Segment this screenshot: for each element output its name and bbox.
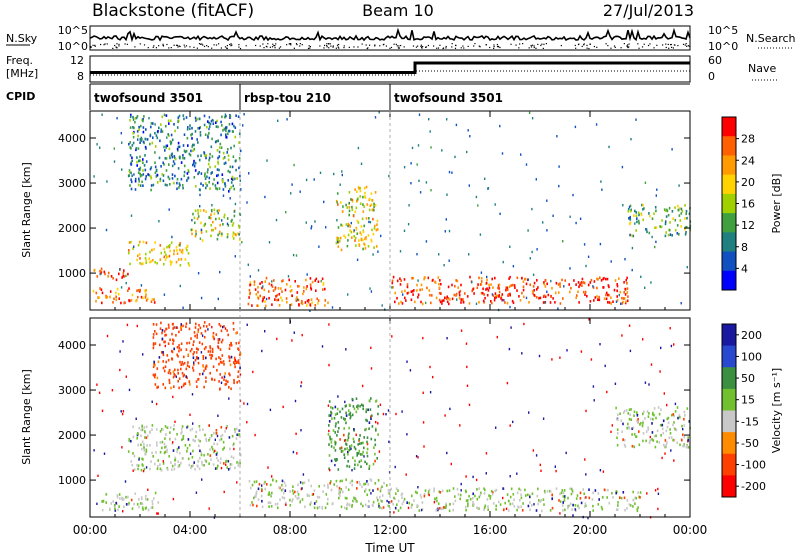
station-title: Blackstone (fitACF): [92, 1, 254, 21]
colorbar-swatch: [722, 155, 736, 176]
colorbar-tick-label: 50: [741, 372, 755, 385]
noise-left-tick-top: 10^5: [58, 24, 88, 37]
nave-trace: [90, 70, 690, 76]
y-tick-label: 4000: [58, 132, 86, 145]
colorbar-tick-label: -200: [741, 480, 766, 493]
colorbar-tick-label: 16: [741, 198, 755, 211]
colorbar-swatch: [722, 410, 736, 433]
colorbar-tick-label: 24: [741, 154, 755, 167]
beam-title: Beam 10: [362, 1, 434, 20]
power-heatmap-cells: [92, 111, 692, 312]
freq-label-1: Freq.: [6, 54, 33, 67]
colorbar-swatch: [722, 251, 736, 272]
y-tick-label: 1000: [58, 474, 86, 487]
colorbar-label: Power [dB]: [770, 174, 783, 234]
y-tick-label: 3000: [58, 384, 86, 397]
colorbar-tick-label: 8: [741, 241, 748, 254]
freq-label-2: [MHz]: [6, 67, 38, 80]
colorbar-tick-label: -15: [741, 415, 759, 428]
nave-label: Nave: [748, 62, 776, 75]
colorbar-tick-label: 4: [741, 262, 748, 275]
velocity-ylabel: Slant Range [km]: [20, 369, 33, 465]
colorbar-swatch: [722, 475, 736, 498]
colorbar-swatch: [722, 117, 736, 137]
y-tick-label: 1000: [58, 267, 86, 280]
noise-right-tick-top: 10^5: [708, 24, 738, 37]
colorbar-swatch: [722, 453, 736, 476]
colorbar-swatch: [722, 213, 736, 233]
colorbar-tick-label: 12: [741, 219, 755, 232]
colorbar-tick-label: 20: [741, 176, 755, 189]
cpid-segment-label: twofsound 3501: [94, 91, 203, 105]
y-tick-label: 2000: [58, 429, 86, 442]
colorbar-label: Velocity [m s⁻¹]: [770, 368, 783, 453]
velocity-heatmap-cells: [93, 318, 691, 520]
colorbar-tick-label: -100: [741, 459, 766, 472]
freq-left-tick-bottom: 8: [77, 70, 84, 83]
freq-right-tick-bottom: 0: [708, 70, 715, 83]
freq-left-tick-top: 12: [70, 54, 84, 67]
colorbar-swatch: [722, 193, 736, 214]
colorbar-tick-label: -50: [741, 437, 759, 450]
colorbar-tick-label: 28: [741, 133, 755, 146]
colorbar-tick-label: 100: [741, 350, 762, 363]
x-tick-label: 12:00: [373, 523, 408, 537]
cpid-panel: CPID twofsound 3501 rbsp-tou 210 twofsound…: [6, 83, 690, 110]
x-tick-label: 08:00: [273, 523, 308, 537]
x-tick-label: 20:00: [573, 523, 608, 537]
nsearch-label: N.Search: [746, 32, 796, 45]
colorbar-swatch: [722, 136, 736, 156]
frequency-panel: Freq. [MHz] 12 8 60 0 Nave: [6, 54, 778, 83]
x-tick-label: 16:00: [473, 523, 508, 537]
colorbar-swatch: [722, 432, 736, 455]
colorbar-tick-label: 200: [741, 329, 762, 342]
noise-search-trace: [90, 43, 691, 50]
colorbar-swatch: [722, 367, 736, 390]
time-axis: 00:00 04:00 08:00 12:00 16:00 20:00 00:00: [73, 111, 708, 537]
velocity-panel: 1000 2000 3000 4000 Slant Range [km] 200 100…: [20, 317, 783, 520]
cpid-segment-label: twofsound 3501: [394, 91, 503, 105]
x-axis-label: Time UT: [364, 541, 415, 554]
freq-right-tick-top: 60: [708, 54, 722, 67]
cpid-segment-label: rbsp-tou 210: [244, 91, 331, 105]
colorbar-swatch: [722, 324, 736, 347]
noise-right-tick-bottom: 10^0: [708, 40, 738, 53]
noise-sky-trace: [89, 27, 691, 43]
x-tick-label: 00:00: [673, 523, 708, 537]
date-title: 27/Jul/2013: [603, 1, 694, 20]
y-tick-label: 4000: [58, 339, 86, 352]
colorbar-swatch: [722, 270, 736, 291]
colorbar-swatch: [722, 232, 736, 253]
power-ylabel: Slant Range [km]: [20, 162, 33, 258]
frequency-trace: [90, 61, 690, 74]
x-tick-label: 04:00: [173, 523, 208, 537]
noise-panel: N.Sky 10^5 10^0 10^5 10^0 N.Search: [6, 24, 796, 53]
colorbar-swatch: [722, 174, 736, 195]
nsky-label: N.Sky: [6, 32, 38, 45]
cpid-label: CPID: [6, 90, 35, 103]
colorbar-swatch: [722, 345, 736, 368]
colorbar-swatch: [722, 388, 736, 411]
y-tick-label: 2000: [58, 222, 86, 235]
power-panel: 1000 2000 3000 4000 Slant Range [km] 28 24 20…: [20, 110, 783, 312]
noise-left-tick-bottom: 10^0: [58, 40, 88, 53]
colorbar-tick-label: 15: [741, 394, 755, 407]
x-tick-label: 00:00: [73, 523, 108, 537]
y-tick-label: 3000: [58, 177, 86, 190]
